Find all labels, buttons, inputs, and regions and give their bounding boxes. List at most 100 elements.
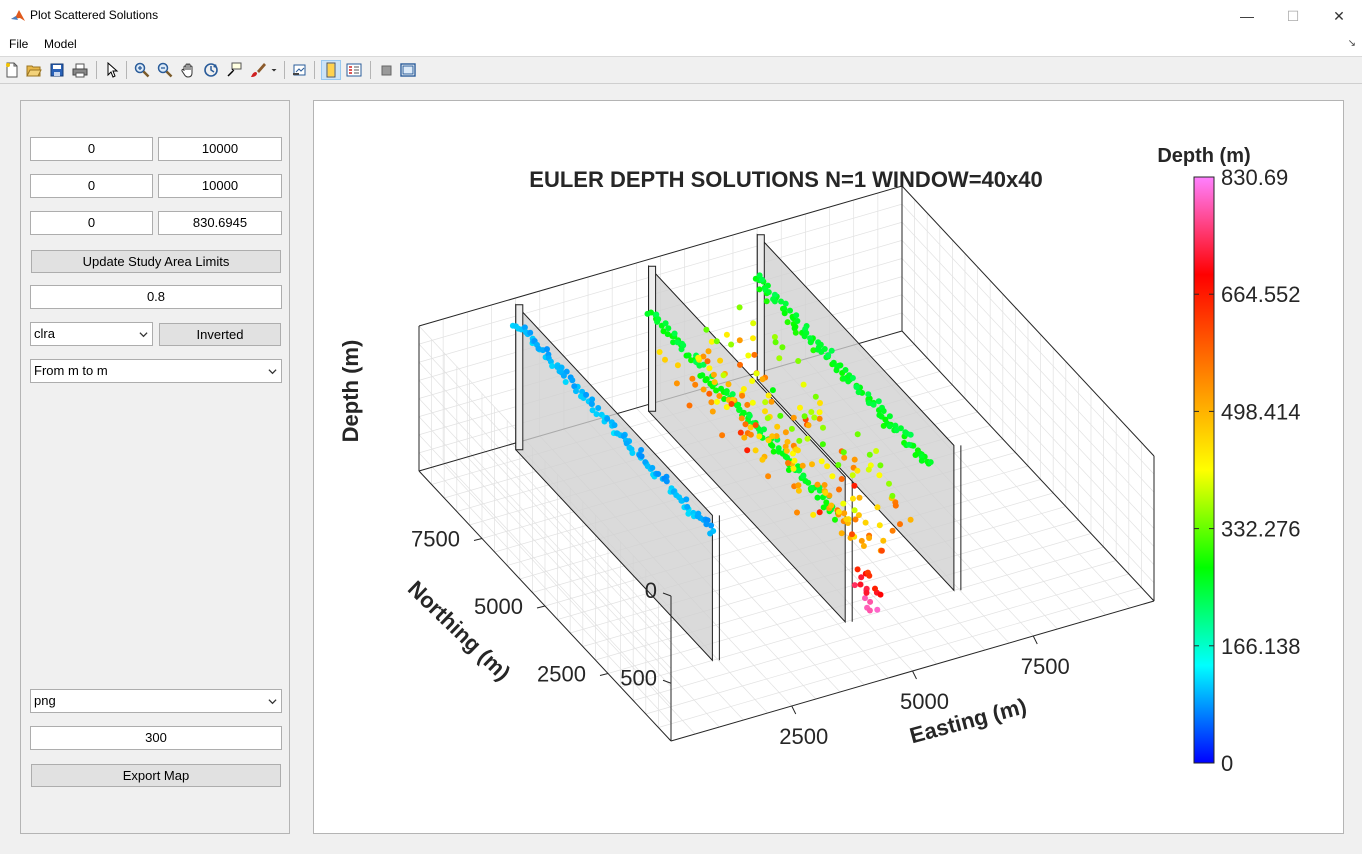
solution-point	[851, 582, 858, 589]
brush-button[interactable]	[248, 60, 268, 80]
solution-point	[799, 462, 806, 469]
solution-point	[684, 503, 691, 510]
alpha-input[interactable]: 0.8	[30, 285, 282, 309]
solution-point	[872, 585, 878, 592]
solution-point	[700, 361, 707, 368]
y-tick-label: 5000	[474, 594, 523, 619]
solution-point	[886, 423, 893, 430]
solution-point	[752, 422, 759, 429]
solution-point	[850, 495, 856, 502]
solution-point	[816, 409, 823, 416]
dpi-input[interactable]: 300	[30, 726, 282, 750]
colormap-select[interactable]: clra	[30, 322, 153, 346]
solution-point	[685, 352, 692, 359]
solution-point	[579, 388, 586, 395]
matlab-icon	[11, 10, 25, 21]
solution-point	[778, 298, 784, 305]
close-button[interactable]: ✕	[1316, 0, 1362, 32]
solution-point	[843, 516, 850, 523]
solution-point	[521, 324, 528, 331]
solution-point	[787, 307, 793, 314]
euler-3d-scatter-plot[interactable]: 2500 5000 7500 2500 5000 7500 0 500 EULER DEPTH…	[314, 101, 1343, 833]
brush-dropdown[interactable]	[268, 60, 280, 80]
update-study-area-button[interactable]: Update Study Area Limits	[31, 250, 281, 273]
new-file-button[interactable]	[2, 60, 22, 80]
solution-point	[822, 489, 829, 496]
solution-point	[719, 432, 726, 439]
easting-max-input[interactable]: 10000	[158, 137, 282, 161]
northing-min-input[interactable]: 0	[30, 174, 153, 198]
menu-model[interactable]: Model	[44, 37, 77, 51]
solution-point	[889, 492, 896, 499]
solution-point	[897, 521, 903, 528]
solution-point	[866, 451, 873, 458]
plot-panel: 2500 5000 7500 2500 5000 7500 0 500 EULER DEPTH…	[313, 100, 1344, 834]
print-button[interactable]	[70, 60, 90, 80]
solution-point	[746, 412, 753, 419]
solution-point	[854, 431, 861, 438]
solution-point	[761, 426, 767, 433]
solution-point	[713, 338, 720, 345]
solution-point	[751, 351, 758, 358]
solution-point	[866, 572, 873, 579]
minimize-icon: —	[1240, 8, 1254, 24]
solution-point	[708, 338, 715, 345]
solution-point	[845, 378, 852, 385]
pan-button[interactable]	[178, 60, 198, 80]
solution-point	[862, 595, 868, 602]
format-select[interactable]: png	[30, 689, 282, 713]
data-cursor-button[interactable]	[224, 60, 244, 80]
solution-point	[795, 482, 802, 489]
z-axis-label: Depth (m)	[338, 340, 363, 443]
solution-point	[820, 424, 826, 431]
export-map-button[interactable]: Export Map	[31, 764, 281, 787]
solution-point	[742, 421, 749, 428]
solution-point	[604, 415, 611, 422]
solution-point	[738, 415, 745, 422]
easting-min-input[interactable]: 0	[30, 137, 153, 161]
solution-point	[825, 352, 832, 359]
solution-point	[849, 531, 855, 538]
solution-point	[710, 371, 717, 378]
solution-point	[833, 367, 840, 374]
inverted-button[interactable]: Inverted	[159, 323, 281, 346]
solution-point	[849, 472, 856, 479]
solution-point	[851, 482, 858, 489]
minimize-button[interactable]: —	[1224, 0, 1270, 32]
solution-point	[807, 339, 814, 346]
x-tick-label: 2500	[779, 724, 828, 749]
solution-point	[840, 500, 847, 507]
hide-plot-tools-button[interactable]	[376, 60, 396, 80]
maximize-icon: ☐	[1286, 7, 1300, 24]
solution-point	[706, 390, 713, 397]
solution-point	[665, 325, 672, 332]
solution-point	[801, 333, 808, 340]
zoom-in-button[interactable]	[132, 60, 152, 80]
solution-point	[784, 438, 791, 445]
rotate-button[interactable]	[201, 60, 221, 80]
open-button[interactable]	[24, 60, 44, 80]
save-button[interactable]	[47, 60, 67, 80]
solution-point	[644, 310, 651, 317]
select-button[interactable]	[102, 60, 122, 80]
solution-point	[737, 361, 743, 368]
solution-point	[814, 494, 821, 501]
units-select[interactable]: From m to m	[30, 359, 282, 383]
legend-button[interactable]	[344, 60, 364, 80]
dock-arrow-icon[interactable]: ↘	[1347, 38, 1356, 49]
solution-point	[744, 401, 751, 408]
northing-max-input[interactable]: 10000	[158, 174, 282, 198]
solution-point	[741, 434, 748, 441]
depth-min-input[interactable]: 0	[30, 211, 153, 235]
z-tick-label: 500	[620, 665, 657, 690]
solution-point	[878, 547, 885, 554]
colorbar-button[interactable]	[321, 60, 341, 80]
maximize-button[interactable]: ☐	[1270, 0, 1316, 32]
solution-point	[589, 407, 596, 414]
zoom-out-button[interactable]	[155, 60, 175, 80]
link-plot-button[interactable]	[290, 60, 310, 80]
show-plot-tools-button[interactable]	[398, 60, 418, 80]
solution-point	[907, 516, 914, 523]
menu-file[interactable]: File	[9, 37, 29, 51]
depth-max-input[interactable]: 830.6945	[158, 211, 282, 235]
